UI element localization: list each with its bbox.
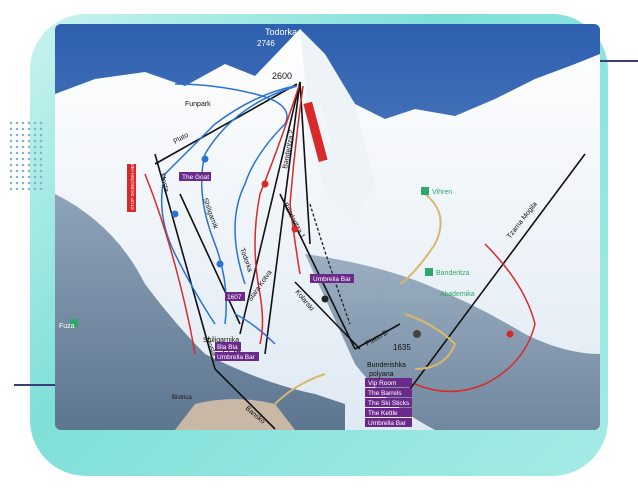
- stop-sign-text: STOP SKIING/SKI HERE: [130, 159, 135, 210]
- piste-blue-1[interactable]: [160, 85, 296, 325]
- hut-banderitza-icon: [425, 268, 433, 276]
- label-funpark: Funpark: [185, 101, 211, 108]
- piste-marker[interactable]: [261, 180, 269, 188]
- label-bunderishka: Bunderishka: [367, 362, 406, 369]
- hut-banderitza: Banderitza: [436, 270, 470, 277]
- piste-marker[interactable]: [321, 295, 329, 303]
- label-mosta-upper: Mosta: [158, 173, 170, 193]
- lift-platto-b[interactable]: [354, 323, 401, 350]
- bar-list-item: Vip Room: [368, 380, 396, 387]
- road-vihren: [399, 193, 442, 285]
- piste-black-1[interactable]: [309, 203, 351, 325]
- piste-blue-3[interactable]: [174, 83, 288, 285]
- lift-kolarski[interactable]: [294, 281, 361, 350]
- piste-red-1[interactable]: [254, 85, 300, 345]
- lift-lines: [154, 81, 586, 430]
- piste-markers: [171, 155, 514, 338]
- lift-shiligarnik[interactable]: [179, 193, 241, 325]
- summit-face: [300, 29, 375, 224]
- bar-1607[interactable]: 1607: [225, 292, 245, 301]
- lift-tzarna-mogila[interactable]: [409, 153, 586, 390]
- hut-vihren-icon: [421, 187, 429, 195]
- bar-list-item: Umbrella Bar: [368, 420, 407, 427]
- bar-list-item: The Barrels: [368, 390, 402, 397]
- summit-elevation: 2746: [257, 39, 275, 48]
- label-polyana-elev: 1635: [393, 343, 411, 352]
- bar-the-goat[interactable]: The Goat: [179, 172, 211, 181]
- roads: [274, 193, 457, 405]
- bar-list-item-bg[interactable]: [365, 408, 412, 417]
- bar-1607-label: 1607: [227, 294, 242, 301]
- stop-sign: STOP SKIING/SKI HERE: [127, 159, 136, 212]
- road-bansko: [274, 373, 326, 405]
- lift-banderitza2[interactable]: [299, 81, 311, 245]
- bar-bla-bla[interactable]: Bla Bla: [215, 342, 241, 351]
- hut-akademika: Akademika: [440, 291, 475, 298]
- dot-pattern-left: [8, 120, 44, 190]
- forest-left: [55, 194, 345, 430]
- piste-blue-4[interactable]: [234, 313, 276, 345]
- bar-list-item-bg[interactable]: [365, 388, 412, 397]
- lift-mosta-upper[interactable]: [154, 153, 216, 370]
- ski-map: Todorka 2746 2600 Plato Funpark Mosta Sh…: [55, 24, 600, 430]
- gondola-station-icon: [413, 330, 421, 338]
- piste-marker[interactable]: [201, 155, 209, 163]
- huts: Vihren Banderitza Akademika Fuza: [59, 187, 475, 330]
- lift-stara-kotva[interactable]: [264, 81, 301, 355]
- bar-umbrella-2[interactable]: Umbrella Bar: [215, 352, 259, 361]
- bar-list-item: The Kettle: [368, 410, 398, 417]
- summit-name: Todorka: [265, 27, 297, 37]
- lift-plato[interactable]: [154, 83, 298, 165]
- piste-marker[interactable]: [506, 330, 514, 338]
- piste-blue-2[interactable]: [200, 85, 298, 325]
- piste-red-2[interactable]: [289, 85, 304, 275]
- lift-mosta-lower[interactable]: [214, 368, 276, 430]
- hut-vihren: Vihren: [432, 189, 452, 196]
- bar-list-item-bg[interactable]: [365, 378, 412, 387]
- piste-red-3[interactable]: [144, 173, 196, 355]
- road-polyana: [404, 313, 457, 370]
- bar-umbrella-2-label: Umbrella Bar: [217, 354, 256, 361]
- bar-list-item-bg[interactable]: [365, 398, 412, 407]
- black-pistes: [309, 203, 351, 325]
- hut-fuza: Fuza: [59, 323, 75, 330]
- red-pistes: [144, 85, 536, 393]
- blue-pistes: [160, 83, 298, 345]
- piste-marker[interactable]: [291, 225, 299, 233]
- label-bistrica: Bistrica: [172, 395, 192, 401]
- bar-list-item: The Ski Sticks: [368, 400, 410, 407]
- bar-umbrella-1-label: Umbrella Bar: [313, 276, 352, 283]
- bar-the-goat-label: The Goat: [182, 174, 209, 181]
- bar-list-item-bg[interactable]: [365, 418, 412, 427]
- top-station-label: 2600: [272, 71, 292, 81]
- bansko-town: [175, 399, 295, 430]
- bar-umbrella-1[interactable]: Umbrella Bar: [310, 274, 354, 283]
- piste-marker[interactable]: [216, 260, 224, 268]
- label-shiligarnika: Shiligarnika: [203, 337, 239, 344]
- hut-fuza-icon: [70, 319, 78, 327]
- label-polyana: polyana: [369, 371, 394, 378]
- deco-line-left: [14, 384, 56, 386]
- piste-marker[interactable]: [171, 210, 179, 218]
- bar-bla-bla-label: Bla Bla: [217, 344, 238, 351]
- bar-list: Vip Room The Barrels The Ski Sticks The …: [365, 378, 412, 427]
- lift-todorka[interactable]: [239, 81, 301, 335]
- piste-red-4[interactable]: [414, 243, 536, 393]
